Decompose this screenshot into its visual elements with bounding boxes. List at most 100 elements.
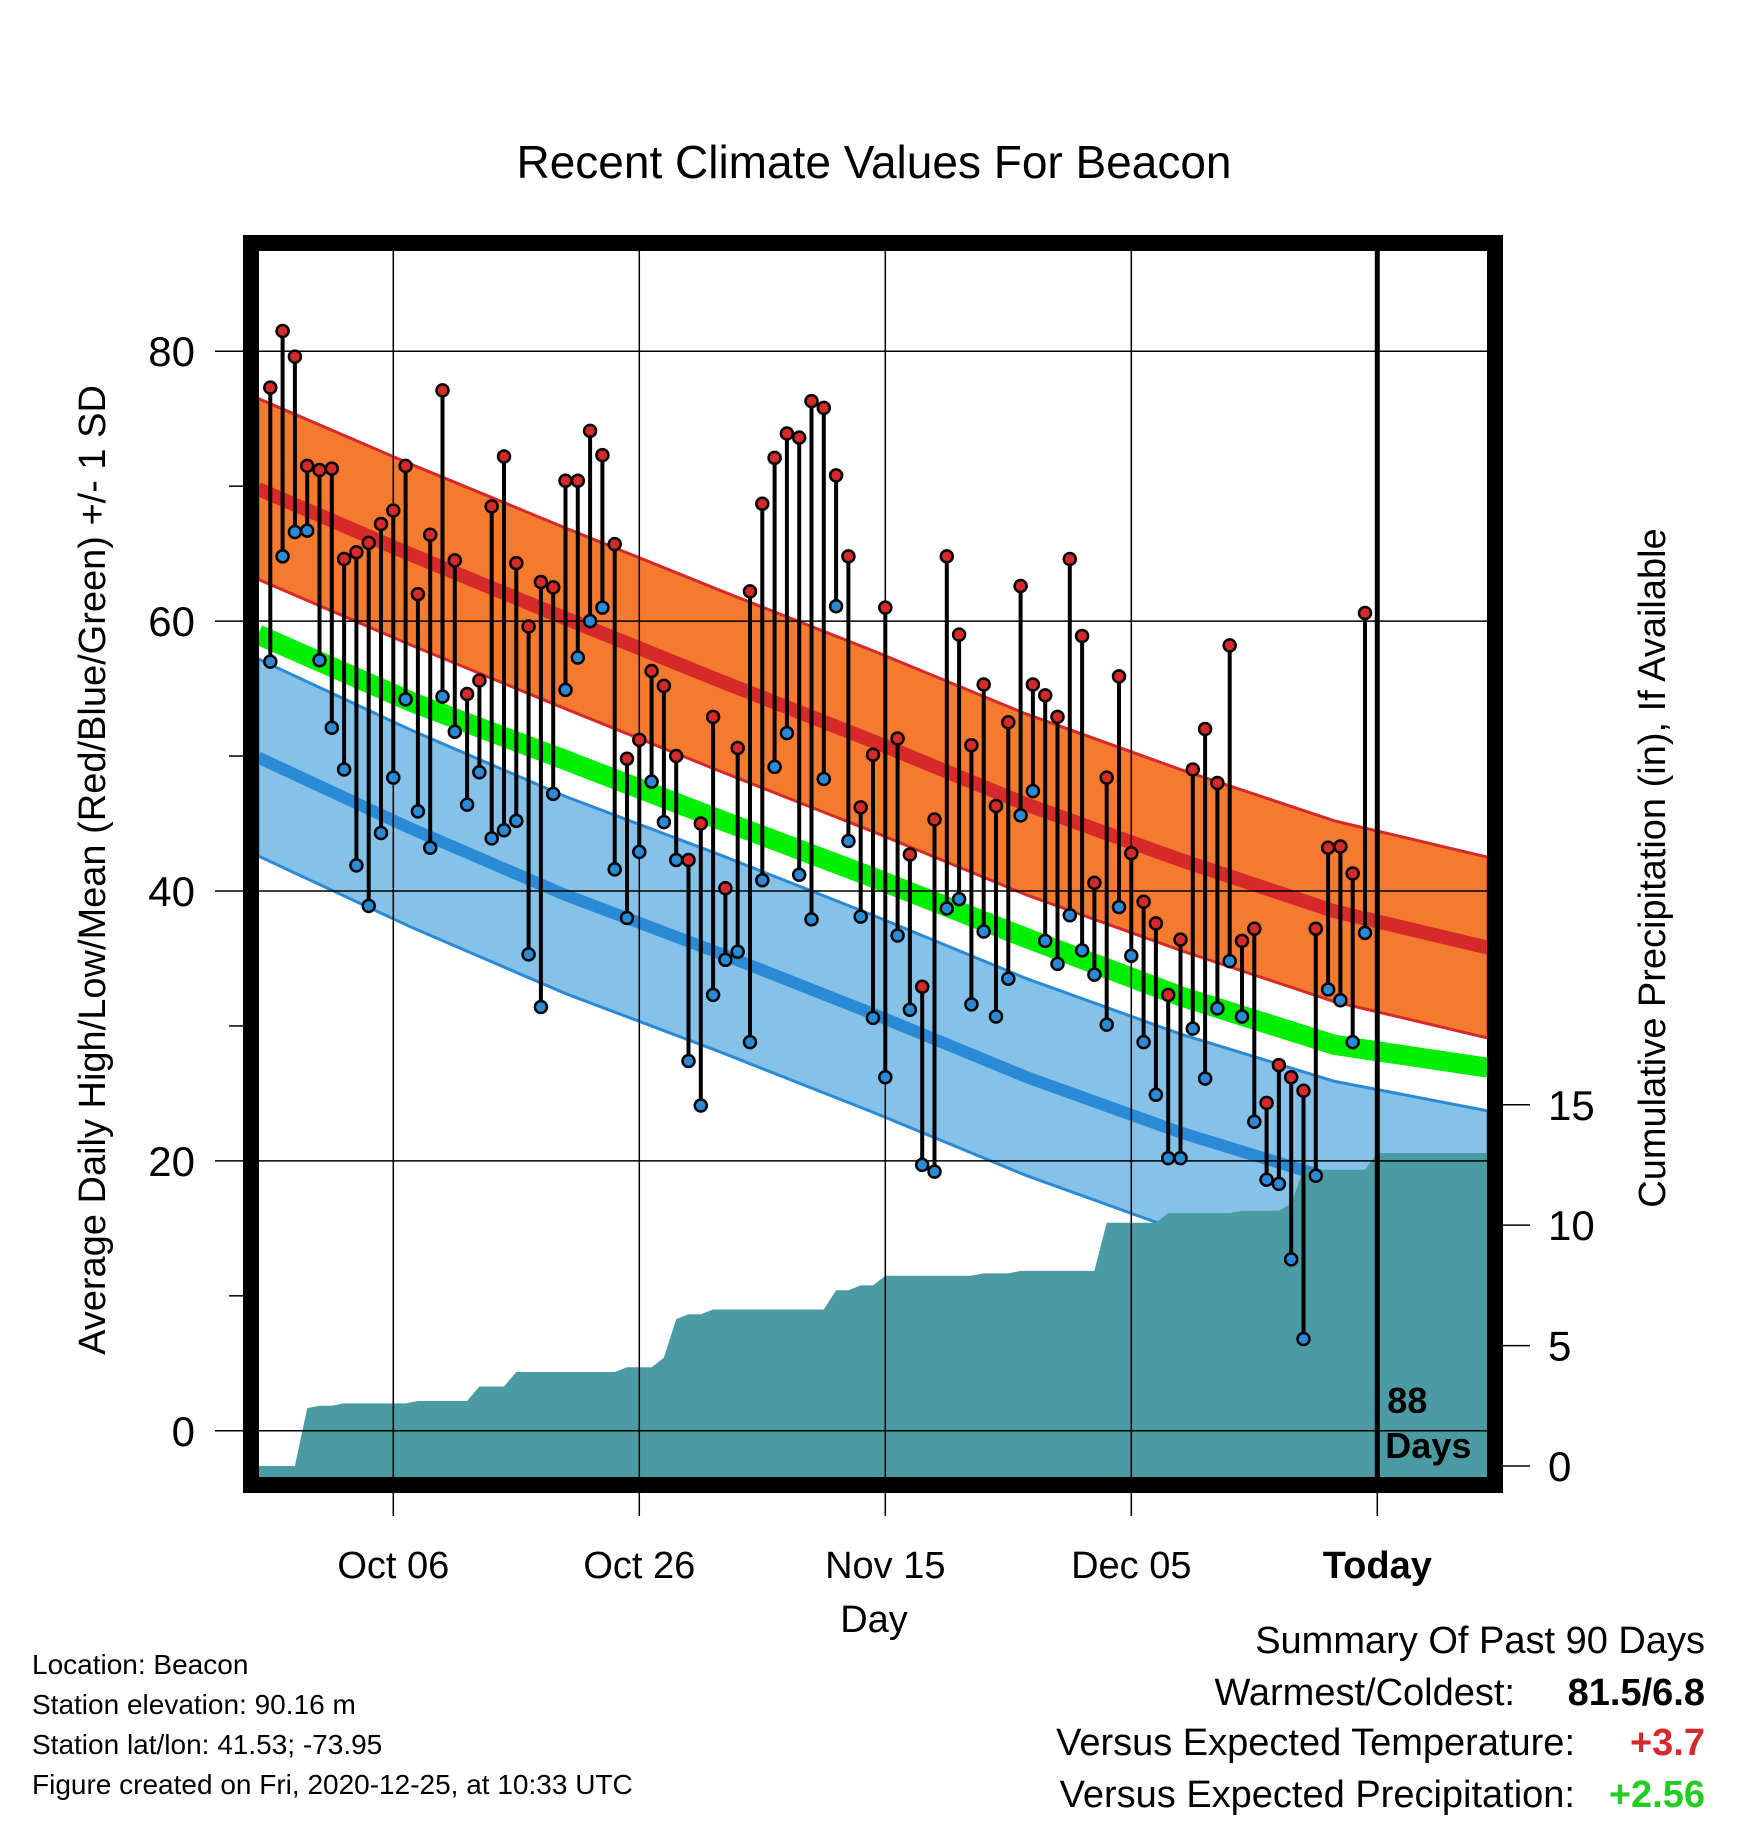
y-tick-label: 80	[148, 328, 195, 375]
high-point	[705, 709, 721, 725]
x-tick-label: Nov 15	[825, 1545, 945, 1587]
low-point	[361, 898, 376, 914]
y2-tick-label: 10	[1548, 1202, 1595, 1249]
low-point	[1259, 1172, 1274, 1188]
high-point	[1234, 933, 1250, 949]
low-point	[902, 1002, 918, 1017]
low-point	[1074, 943, 1090, 958]
low-point	[816, 771, 832, 787]
warm-cold-value: 81.5/6.8	[1567, 1672, 1705, 1714]
high-point	[718, 881, 733, 896]
high-point	[373, 516, 389, 532]
low-point	[1013, 808, 1028, 823]
precip-label: Versus Expected Precipitation:	[1059, 1774, 1575, 1816]
low-point	[988, 1009, 1004, 1024]
y-tick-label: 40	[148, 868, 195, 915]
summary-temperature: Versus Expected Temperature: +3.7	[945, 1722, 1705, 1770]
low-point	[1062, 908, 1078, 923]
low-point	[447, 724, 463, 740]
low-point	[373, 825, 389, 841]
high-point	[299, 458, 315, 474]
high-point	[1037, 688, 1053, 703]
low-point	[472, 764, 487, 780]
high-point	[890, 731, 905, 746]
high-point	[545, 580, 561, 595]
low-point	[607, 862, 622, 877]
chart-title: Recent Climate Values For Beacon	[516, 136, 1231, 188]
low-point	[312, 652, 327, 668]
high-point	[1050, 709, 1065, 725]
low-point	[1308, 1168, 1324, 1183]
low-point	[693, 1098, 709, 1113]
high-point	[496, 449, 512, 464]
high-point	[730, 740, 745, 756]
low-point	[976, 924, 991, 939]
y2-tick-label: 15	[1548, 1082, 1595, 1129]
high-point	[853, 800, 868, 815]
low-point	[533, 999, 549, 1015]
low-point	[1210, 1001, 1225, 1016]
high-point	[865, 747, 881, 762]
x-tick-label: Dec 05	[1071, 1545, 1191, 1587]
high-point	[693, 816, 709, 831]
low-point	[767, 759, 782, 775]
high-point	[595, 447, 610, 463]
high-point	[459, 686, 475, 702]
low-point	[1148, 1087, 1164, 1103]
high-point	[1173, 932, 1188, 947]
high-point	[755, 496, 770, 511]
high-point	[422, 527, 438, 542]
low-point	[496, 823, 512, 838]
low-point	[1345, 1034, 1360, 1050]
x-tick-label: Oct 06	[337, 1545, 449, 1587]
high-point	[951, 627, 967, 642]
warm-cold-label: Warmest/Coldest:	[1214, 1672, 1515, 1714]
temp-value: +3.7	[1629, 1722, 1705, 1764]
x-axis-label: Day	[840, 1599, 908, 1641]
high-point	[1099, 770, 1114, 785]
high-point	[742, 584, 758, 599]
high-point	[656, 678, 672, 694]
high-point	[312, 462, 327, 478]
high-point	[336, 551, 352, 567]
y2-tick-label: 0	[1548, 1443, 1571, 1490]
high-point	[988, 798, 1004, 814]
low-point	[644, 774, 659, 789]
high-point	[1308, 921, 1324, 937]
low-point	[1001, 971, 1016, 986]
plot-frame	[243, 235, 1503, 1493]
precip-value: +2.56	[1608, 1774, 1705, 1816]
precip-area	[258, 1152, 1488, 1478]
high-point	[779, 426, 795, 441]
low-point	[398, 692, 413, 707]
x-tick-label: Oct 26	[583, 1545, 695, 1587]
low-point	[1320, 982, 1336, 997]
low-point	[1197, 1071, 1213, 1086]
high-point	[1013, 578, 1028, 594]
low-point	[582, 613, 598, 629]
high-point	[349, 545, 364, 560]
high-point	[914, 979, 930, 995]
y-tick-label: 20	[148, 1138, 195, 1185]
low-point	[853, 909, 868, 924]
high-point	[1271, 1057, 1287, 1073]
high-point	[681, 852, 696, 868]
high-point	[767, 450, 782, 466]
low-point	[422, 840, 438, 856]
high-point	[668, 748, 684, 764]
low-point	[545, 786, 561, 802]
low-point	[779, 725, 795, 741]
high-point	[878, 600, 893, 615]
y-tick-label: 0	[172, 1408, 195, 1455]
low-point	[632, 844, 647, 860]
high-point	[644, 663, 659, 679]
low-point	[336, 762, 352, 777]
low-point	[755, 872, 770, 888]
low-point	[1234, 1009, 1250, 1024]
low-point	[705, 987, 721, 1003]
low-point	[1050, 956, 1065, 972]
low-point	[718, 952, 733, 968]
low-point	[1173, 1150, 1188, 1166]
low-point	[484, 831, 499, 846]
